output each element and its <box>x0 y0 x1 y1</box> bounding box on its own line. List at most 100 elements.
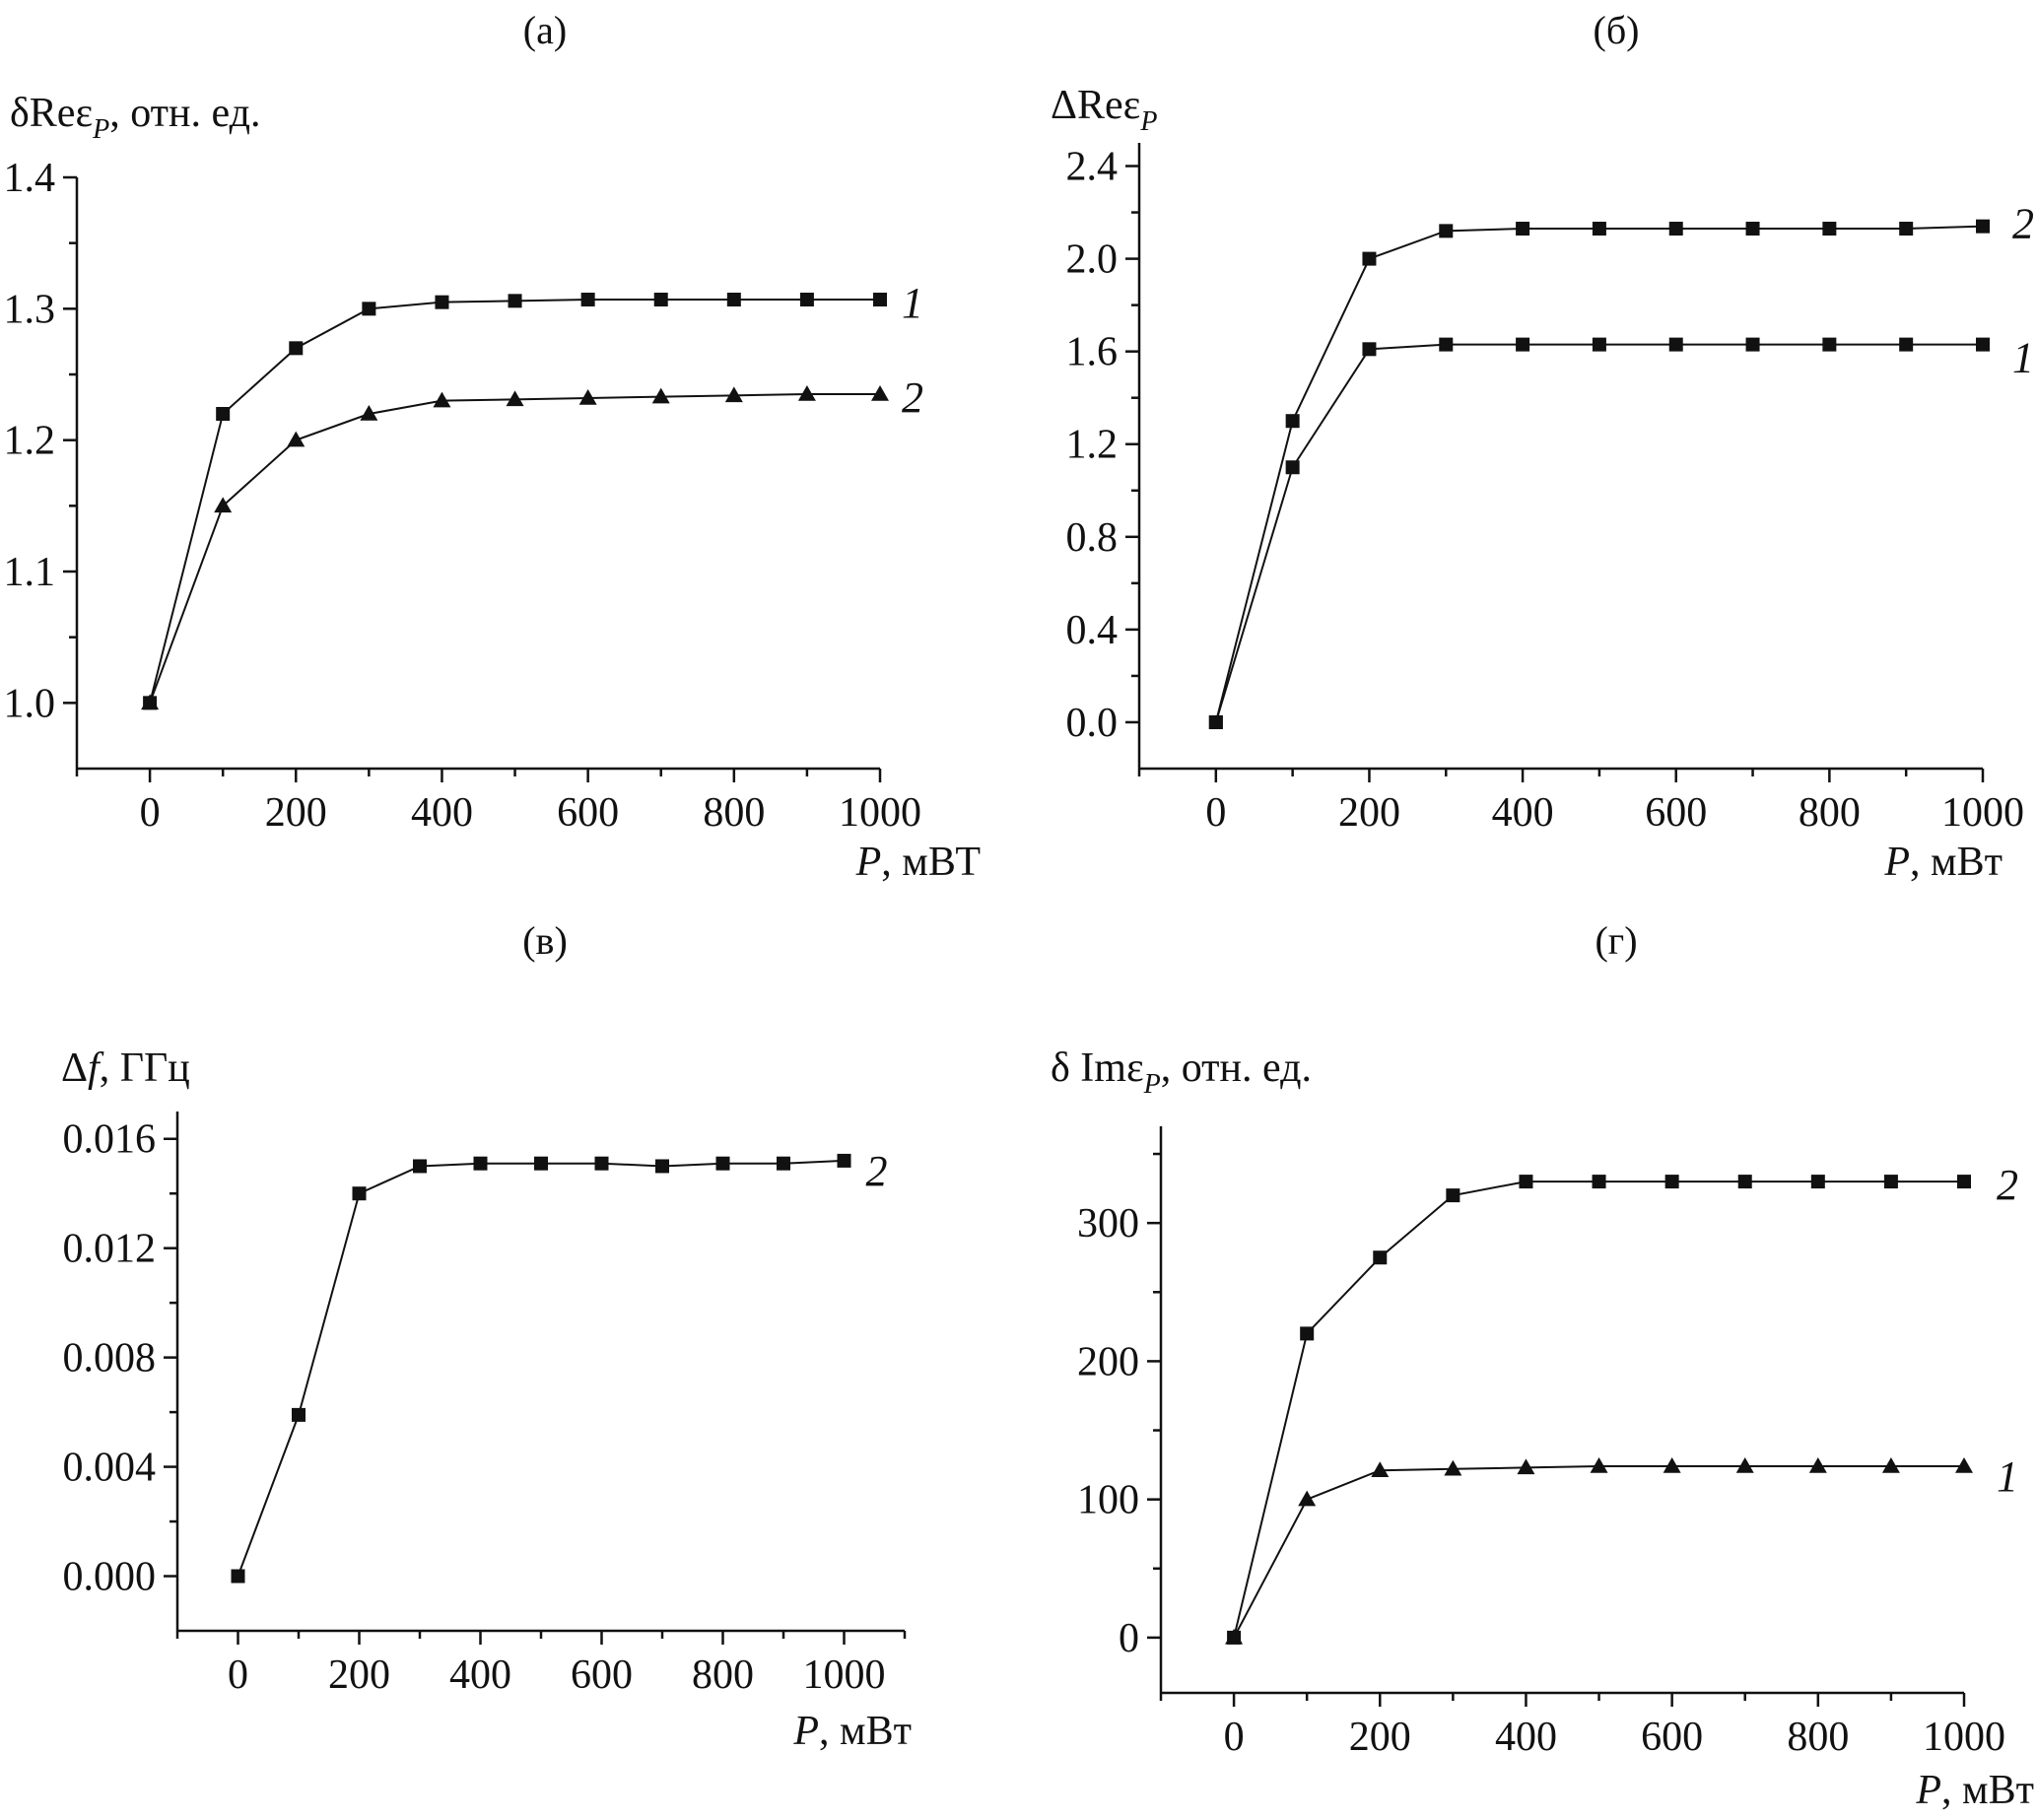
panel-label: (в) <box>522 918 568 963</box>
y-axis-title: δ ImεP, отн. ед. <box>1051 1045 1312 1100</box>
x-tick-label: 0 <box>1205 790 1226 836</box>
series-2-point <box>1957 1175 1971 1189</box>
series-2-point <box>231 1569 245 1584</box>
x-tick-label: 0 <box>228 1652 248 1698</box>
x-tick-label: 600 <box>1641 1715 1703 1760</box>
series-2-line <box>1233 1180 1964 1639</box>
panel-label: (a) <box>523 8 567 52</box>
series-label-2: 2 <box>866 1147 888 1195</box>
series-1-point <box>1444 1459 1462 1476</box>
x-tick-label: 800 <box>1787 1715 1849 1760</box>
y-tick-label: 1.2 <box>1066 423 1119 468</box>
series-1-point <box>435 295 449 309</box>
series-label-2: 2 <box>2012 200 2034 248</box>
series-1-point <box>1976 337 1990 352</box>
y-tick-label: 0.008 <box>63 1336 157 1382</box>
series-2-point <box>360 405 378 421</box>
series-1-point <box>1285 460 1300 475</box>
chart-panel-3: (в) 0 200 400 600 800 1000 0.000 0.004 0.008 0.012… <box>61 918 912 1754</box>
x-tick-label: 1000 <box>1923 1715 2005 1760</box>
series-1-point <box>1516 337 1530 352</box>
series-2-point <box>1227 1630 1242 1645</box>
series-2-point <box>1745 222 1760 236</box>
x-tick-label: 800 <box>703 790 765 836</box>
y-tick-label: 200 <box>1077 1339 1139 1384</box>
panel-label: (б) <box>1594 8 1640 52</box>
x-axis-title: P, мВт <box>1915 1768 2034 1813</box>
series-1-point <box>1371 1461 1390 1477</box>
series-1-point <box>726 293 741 306</box>
x-tick-label: 400 <box>1492 790 1554 836</box>
series-1-point <box>1663 1457 1681 1473</box>
y-tick-label: 1.3 <box>4 287 56 332</box>
series-2-point <box>1300 1326 1315 1341</box>
chart-panel-1: (a) 0 200 400 600 800 1000 1.0 1.1 1.2 1.3 1.4 δReεP… <box>4 8 982 885</box>
series-1-point <box>1808 1457 1827 1473</box>
series-2-point <box>594 1156 609 1171</box>
series-2-point <box>473 1156 488 1171</box>
series-2-point <box>214 497 233 513</box>
series-1-point <box>1590 1457 1608 1473</box>
y-tick-label: 100 <box>1077 1478 1139 1523</box>
series-2-point <box>578 389 597 405</box>
series-2-point <box>1208 714 1223 729</box>
series-label-2: 2 <box>902 373 923 422</box>
series-2-point <box>1899 222 1914 236</box>
series-2-point <box>1668 222 1683 236</box>
x-tick-label: 0 <box>1224 1715 1245 1760</box>
y-tick-label: 1.6 <box>1066 330 1119 375</box>
series-1-point <box>1881 1457 1900 1473</box>
series-2-point <box>1285 414 1300 429</box>
y-axis-title: δReεP, отн. ед. <box>10 91 260 145</box>
x-axis-title: P, мВт <box>792 1709 912 1754</box>
x-tick-label: 200 <box>1349 1715 1411 1760</box>
series-label-1: 1 <box>2012 334 2034 382</box>
series-label-1: 1 <box>902 279 923 327</box>
series-2-point <box>1737 1175 1752 1189</box>
series-1-point <box>1668 337 1683 352</box>
series-2-point <box>1976 219 1990 234</box>
series-2-point <box>1516 222 1530 236</box>
series-2-point <box>1664 1175 1679 1189</box>
series-1-point <box>799 293 814 306</box>
x-axis-title: P, мВТ <box>855 840 981 885</box>
x-tick-label: 400 <box>411 790 473 836</box>
y-tick-label: 0.4 <box>1066 608 1119 653</box>
x-tick-label: 800 <box>692 1652 754 1698</box>
x-tick-label: 200 <box>1338 790 1400 836</box>
series-1-point <box>289 341 304 356</box>
x-tick-label: 1000 <box>1941 790 2024 836</box>
x-tick-label: 800 <box>1799 790 1861 836</box>
series-1-point <box>1745 337 1760 352</box>
chart-panel-4: (г) 0 200 400 600 800 1000 0 100 200 300 δ ImεP, от… <box>1051 918 2034 1813</box>
panel-label: (г) <box>1595 918 1637 963</box>
y-tick-label: 0.004 <box>63 1446 157 1491</box>
series-2-point <box>1822 222 1837 236</box>
series-1-point <box>1298 1490 1317 1507</box>
series-1-point <box>1899 337 1914 352</box>
series-label-2: 2 <box>1997 1161 2018 1209</box>
x-tick-label: 600 <box>1645 790 1707 836</box>
series-2-point <box>433 391 451 408</box>
series-2-point <box>413 1159 427 1174</box>
x-tick-label: 600 <box>571 1652 633 1698</box>
series-1-point <box>1822 337 1837 352</box>
series-1-point <box>580 293 595 306</box>
series-1-point <box>653 293 668 306</box>
x-tick-label: 1000 <box>839 790 921 836</box>
series-2-point <box>715 1156 730 1171</box>
series-2-line <box>1214 225 1984 723</box>
series-2-point <box>871 385 889 401</box>
series-2-point <box>141 694 160 710</box>
series-2-point <box>1592 222 1606 236</box>
x-tick-label: 400 <box>449 1652 511 1698</box>
y-tick-label: 1.2 <box>4 419 56 464</box>
series-label-1: 1 <box>1997 1452 2018 1501</box>
series-2-point <box>724 386 743 403</box>
series-2-point <box>352 1186 367 1201</box>
x-tick-label: 200 <box>265 790 327 836</box>
x-axis-title: P, мВт <box>1883 840 2003 885</box>
series-2-point <box>534 1156 548 1171</box>
series-2-point <box>1373 1250 1388 1265</box>
